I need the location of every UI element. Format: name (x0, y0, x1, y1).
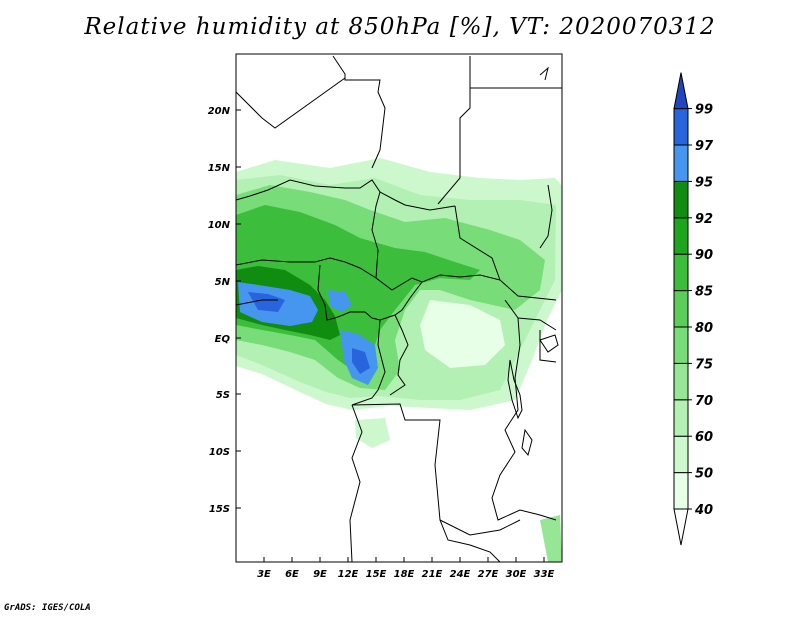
lon-label: 15E (366, 569, 387, 580)
rh-dry-patch (420, 300, 505, 368)
colorbar-label: 99 (695, 103, 713, 118)
lat-label: EQ (215, 334, 231, 345)
lon-label: 30E (506, 569, 527, 580)
colorbar-label: 50 (695, 467, 713, 482)
colorbar-label: 60 (695, 430, 713, 445)
longitude-labels: 3E 6E 9E 12E 15E 18E 21E 24E 27E 30E 33E (257, 569, 554, 580)
credit-text: GrADS: IGES/COLA (4, 603, 91, 613)
lat-label: 10N (208, 220, 231, 231)
colorbar: 40 50 60 70 75 80 85 90 92 95 97 99 (673, 72, 714, 546)
colorbar-label: 70 (695, 394, 713, 409)
lat-label: 5N (215, 277, 231, 288)
colorbar-swatch (673, 217, 689, 255)
lon-label: 3E (257, 569, 271, 580)
rh-97-band (248, 292, 285, 312)
country-borders (235, 55, 562, 563)
lat-label: 20N (208, 106, 231, 117)
colorbar-label: 97 (695, 139, 714, 154)
rh-south-patch (355, 418, 390, 448)
colorbar-label: 40 (694, 503, 713, 518)
lat-label: 10S (209, 447, 230, 458)
lon-label: 27E (478, 569, 499, 580)
lat-label: 5S (216, 390, 230, 401)
colorbar-swatch (673, 253, 689, 292)
colorbar-swatch (673, 290, 689, 328)
colorbar-label: 80 (695, 321, 713, 336)
lon-label: 21E (422, 569, 443, 580)
colorbar-label: 90 (695, 248, 713, 263)
colorbar-label: 92 (695, 212, 713, 227)
colorbar-swatch (673, 108, 689, 146)
colorbar-swatch (673, 144, 689, 182)
humidity-shading (236, 158, 562, 562)
colorbar-swatch (673, 399, 689, 437)
lon-label: 6E (285, 569, 299, 580)
rh-95-band-north (328, 290, 352, 312)
colorbar-label: 85 (695, 285, 713, 300)
colorbar-label: 75 (695, 357, 713, 372)
latitude-ticks (236, 109, 241, 509)
colorbar-swatch (673, 180, 689, 219)
colorbar-swatch (673, 435, 689, 474)
lon-label: 24E (450, 569, 471, 580)
lon-label: 12E (338, 569, 359, 580)
lat-label: 15S (209, 504, 230, 515)
colorbar-bottom-arrow (673, 508, 689, 546)
map-frame (235, 53, 563, 563)
colorbar-swatch (673, 472, 689, 510)
colorbar-label: 95 (695, 175, 713, 190)
longitude-ticks (263, 557, 545, 562)
lon-label: 18E (394, 569, 415, 580)
colorbar-swatch (673, 326, 689, 364)
lon-label: 9E (313, 569, 327, 580)
lat-label: 15N (208, 163, 231, 174)
latitude-labels: 20N 15N 10N 5N EQ 5S 10S 15S (208, 106, 231, 515)
colorbar-top-arrow (673, 72, 689, 110)
rh-97-band-east (352, 348, 370, 374)
colorbar-swatch (673, 362, 689, 401)
rh-se-patch (540, 515, 562, 562)
map-title: Relative humidity at 850hPa [%], VT: 202… (84, 14, 716, 40)
lon-label: 33E (534, 569, 555, 580)
